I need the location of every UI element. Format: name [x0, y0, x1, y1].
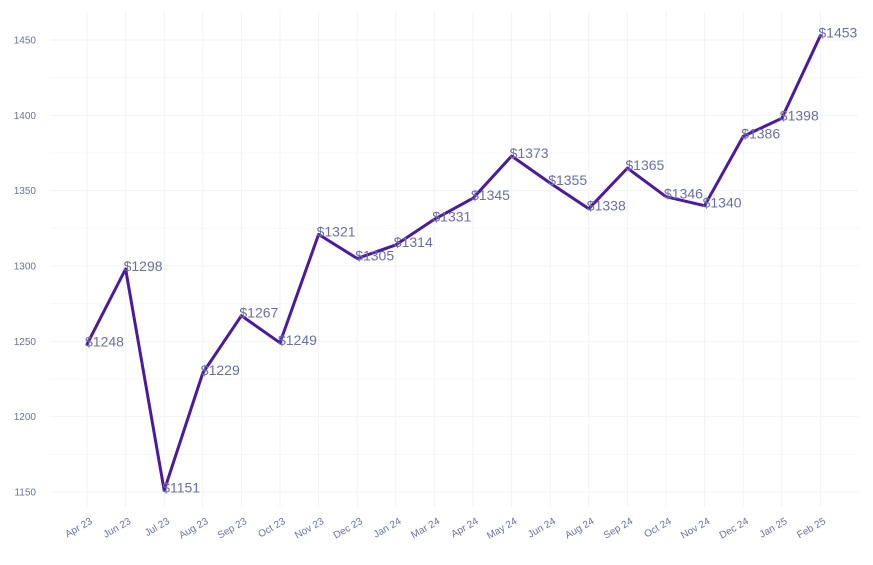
- data-label: $1298: [124, 258, 163, 274]
- data-label: $1373: [510, 145, 549, 161]
- data-label: $1365: [625, 157, 664, 173]
- y-tick-label: 1200: [14, 412, 37, 423]
- y-axis-labels: 1150 1200 1250 1300 1350 1400 1450: [14, 36, 37, 499]
- data-label: $1151: [162, 479, 200, 495]
- x-axis-labels: Apr 23 Jun 23 Jul 23 Aug 23 Sep 23 Oct 23 Nov …: [63, 516, 828, 542]
- y-tick-label: 1300: [14, 262, 37, 273]
- x-tick-label: Nov 24: [679, 516, 712, 542]
- data-label: $1229: [201, 362, 240, 378]
- x-tick-label: Dec 24: [718, 516, 751, 542]
- data-label: $1398: [780, 107, 819, 123]
- x-tick-label: Oct 24: [642, 516, 673, 540]
- data-label: $1355: [548, 172, 587, 188]
- data-label: $1340: [703, 195, 742, 211]
- y-gridlines: [50, 39, 858, 493]
- x-tick-label: Jun 24: [526, 516, 558, 541]
- data-label: $1331: [432, 208, 471, 224]
- series-line: [85, 34, 822, 492]
- y-tick-label: 1250: [14, 337, 37, 348]
- data-label: $1321: [317, 223, 356, 239]
- data-label: $1345: [471, 187, 510, 203]
- data-label: $1249: [278, 332, 317, 348]
- y-tick-label: 1350: [14, 186, 37, 197]
- data-label: $1267: [239, 305, 278, 321]
- y-tick-label: 1450: [14, 36, 37, 47]
- x-tick-label: Aug 24: [563, 516, 596, 542]
- data-label: $1338: [587, 198, 626, 214]
- x-tick-label: May 24: [485, 516, 519, 542]
- x-tick-label: Jul 23: [143, 516, 172, 539]
- x-tick-label: Sep 23: [216, 516, 249, 542]
- x-tick-label: Dec 23: [332, 516, 365, 542]
- x-tick-label: Sep 24: [602, 516, 635, 542]
- x-tick-label: Oct 23: [256, 516, 287, 540]
- x-tick-label: Apr 23: [63, 516, 94, 540]
- x-tick-label: Apr 24: [449, 516, 480, 540]
- x-gridlines: [86, 12, 821, 507]
- x-tick-label: Aug 23: [177, 516, 210, 542]
- x-tick-label: Jan 24: [372, 516, 404, 541]
- data-labels: $1248 $1298 $1151 $1229 $1267$1249 $1321 $1305…: [85, 24, 858, 495]
- data-label: $1386: [741, 125, 780, 141]
- y-tick-label: 1400: [14, 111, 37, 122]
- x-tick-label: Nov 23: [293, 516, 326, 542]
- data-label: $1453: [818, 24, 857, 40]
- x-tick-label: Jun 23: [102, 516, 134, 541]
- data-label: $1346: [664, 186, 703, 202]
- data-label: $1248: [85, 333, 124, 349]
- x-tick-label: Jan 25: [758, 516, 790, 541]
- y-tick-label: 1150: [14, 488, 36, 499]
- data-label: $1314: [394, 234, 433, 250]
- data-label: $1305: [355, 247, 394, 263]
- x-tick-label: Feb 25: [795, 516, 828, 541]
- x-tick-label: Mar 24: [409, 516, 442, 541]
